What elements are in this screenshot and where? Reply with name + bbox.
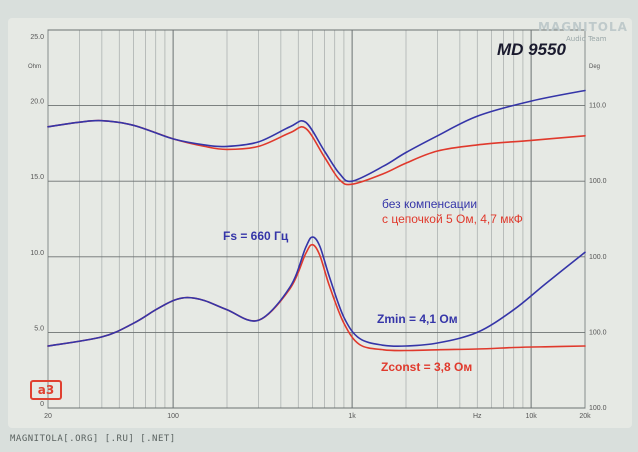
plot-background <box>8 18 632 428</box>
series-no-compensation-line <box>47 89 586 183</box>
annotation-zmin: Zmin = 4,1 Ом <box>377 312 458 326</box>
x-tick-label: 1k <box>348 413 356 420</box>
x-tick-label: 20k <box>579 413 591 420</box>
y-tick-label: 25.0 <box>30 34 44 41</box>
left-axis-unit: Ohm <box>28 64 41 70</box>
x-tick-label: 20 <box>44 413 52 420</box>
series-impedance-zconst-line <box>47 243 586 352</box>
series-with-network-line <box>47 119 586 186</box>
brand-logo: MAGNITOLA <box>538 20 628 34</box>
y2-tick-label: 100.0 <box>589 254 607 261</box>
y2-tick-label: 100.0 <box>589 329 607 336</box>
a3-stamp: a3 <box>30 380 62 400</box>
y2-tick-label: 100.0 <box>589 405 607 412</box>
y-tick-label: 5.0 <box>34 325 44 332</box>
y-tick-label: 10.0 <box>30 250 44 257</box>
y-tick-label: 0 <box>40 401 44 408</box>
legend-label-no-compensation: без компенсации <box>382 197 478 211</box>
x-axis-unit: Hz <box>473 413 482 420</box>
y-tick-label: 20.0 <box>30 99 44 106</box>
series-impedance-zmin-line <box>47 236 586 348</box>
annotation-fs: Fs = 660 Гц <box>223 229 289 243</box>
y-tick-label: 15.0 <box>30 174 44 181</box>
footer-watermark: MAGNITOLA[.ORG] [.RU] [.NET] <box>10 434 176 444</box>
legend-label-with-network: с цепочкой 5 Ом, 4,7 мкФ <box>382 212 523 226</box>
chart-title: MD 9550 <box>497 40 566 59</box>
y2-tick-label: 100.0 <box>589 178 607 185</box>
y2-tick-label: 110.0 <box>589 103 606 110</box>
right-axis-unit: Deg <box>589 64 600 70</box>
annotation-zconst: Zconst = 3,8 Ом <box>381 360 473 374</box>
x-tick-label: 100 <box>167 413 179 420</box>
brand-subtitle: Audio Team <box>566 35 607 43</box>
x-tick-label: 10k <box>525 413 537 420</box>
